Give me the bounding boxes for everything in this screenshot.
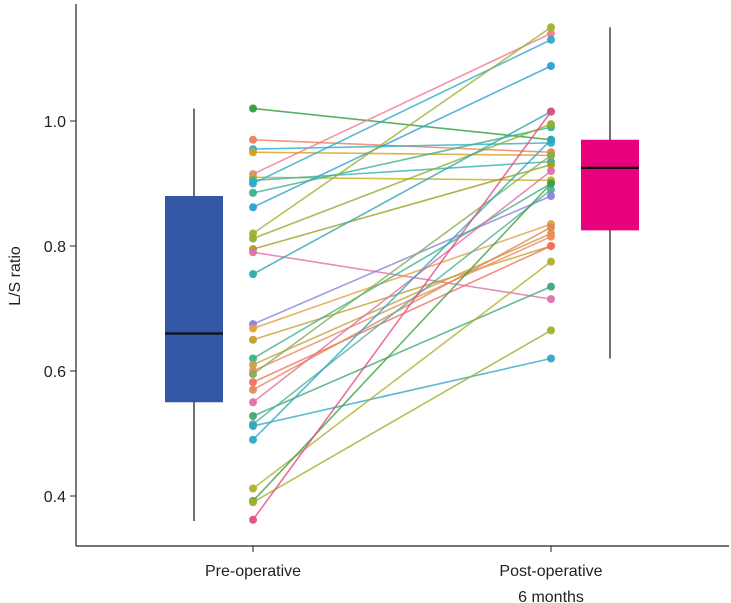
pair-line bbox=[252, 26, 552, 235]
post-point bbox=[547, 107, 555, 116]
pair-line bbox=[252, 110, 552, 275]
y-tick-label: 0.8 bbox=[44, 239, 66, 256]
pair-line bbox=[252, 329, 552, 503]
post-point bbox=[547, 326, 555, 335]
post-point bbox=[547, 151, 555, 160]
pair-line bbox=[252, 139, 552, 441]
pair-line bbox=[252, 123, 552, 240]
pre-point bbox=[249, 148, 257, 157]
post-point bbox=[547, 282, 555, 291]
pre-point bbox=[249, 515, 257, 524]
pre-point bbox=[249, 370, 257, 379]
pair-line bbox=[252, 232, 552, 366]
pair-line bbox=[252, 39, 552, 185]
pre-point bbox=[249, 422, 257, 430]
post-point bbox=[547, 135, 555, 144]
pre-point bbox=[249, 354, 257, 363]
pair-line bbox=[252, 151, 552, 157]
post-point bbox=[547, 23, 555, 32]
pair-line bbox=[252, 195, 552, 325]
box-group bbox=[165, 27, 639, 521]
pair-line bbox=[252, 235, 552, 372]
pre-point bbox=[249, 203, 257, 212]
pair-line bbox=[252, 160, 552, 182]
post-point bbox=[547, 29, 555, 38]
post-point bbox=[547, 295, 555, 304]
y-tick-label: 1.0 bbox=[44, 114, 66, 131]
pre-point bbox=[249, 484, 257, 493]
paired-lines-group bbox=[252, 26, 552, 521]
pre-point bbox=[249, 398, 257, 407]
pre-point bbox=[249, 378, 257, 387]
post-point bbox=[547, 257, 555, 266]
pair-line bbox=[252, 357, 552, 427]
y-ticks-group: 0.4 0.6 0.8 1.0 bbox=[44, 114, 76, 506]
pair-line bbox=[252, 189, 552, 425]
post-point bbox=[547, 185, 555, 194]
pair-line bbox=[252, 142, 552, 150]
pair-line bbox=[252, 154, 552, 375]
post-point bbox=[547, 354, 555, 363]
pair-line bbox=[252, 223, 552, 330]
post-point bbox=[547, 167, 555, 175]
y-axis-label: L/S ratio bbox=[7, 246, 24, 306]
post-point bbox=[547, 62, 555, 70]
pre-point bbox=[249, 324, 257, 333]
post-point bbox=[547, 232, 555, 241]
post-point bbox=[547, 35, 555, 44]
pre-point bbox=[249, 385, 257, 394]
pre-point bbox=[249, 360, 257, 369]
pre-point bbox=[249, 335, 257, 344]
x-category-label: Post-operative bbox=[499, 563, 602, 580]
pre-point bbox=[249, 135, 257, 144]
box-1 bbox=[165, 196, 223, 403]
pair-line bbox=[252, 245, 552, 383]
post-point bbox=[547, 160, 555, 169]
x-ticks-group: Pre-operative Post-operative 6 months bbox=[205, 546, 603, 603]
axes-group bbox=[75, 4, 729, 547]
pair-line bbox=[252, 65, 552, 208]
pair-line bbox=[252, 182, 552, 502]
pair-line bbox=[252, 32, 552, 175]
post-point bbox=[547, 192, 555, 200]
x-category-label: Pre-operative bbox=[205, 563, 301, 580]
post-point bbox=[547, 120, 555, 129]
y-tick-label: 0.4 bbox=[44, 489, 66, 506]
pair-line bbox=[252, 226, 552, 391]
pair-line bbox=[252, 285, 552, 417]
pre-point bbox=[249, 498, 257, 507]
pre-point bbox=[249, 270, 257, 279]
box-2 bbox=[581, 139, 639, 231]
pre-point bbox=[249, 234, 257, 243]
pre-point bbox=[249, 412, 257, 420]
x-category-label: 6 months bbox=[518, 589, 584, 603]
post-point bbox=[547, 242, 555, 250]
points-group bbox=[249, 23, 555, 524]
pre-point bbox=[249, 435, 257, 444]
post-point bbox=[547, 179, 555, 188]
y-tick-label: 0.6 bbox=[44, 364, 66, 381]
pair-line bbox=[252, 245, 552, 341]
pair-line bbox=[252, 107, 552, 141]
pair-line bbox=[252, 170, 552, 403]
pre-point bbox=[249, 179, 257, 188]
pair-line bbox=[252, 111, 552, 521]
pair-line bbox=[252, 182, 552, 360]
pre-point bbox=[249, 248, 257, 257]
pre-point bbox=[249, 188, 257, 197]
post-point bbox=[547, 223, 555, 232]
pre-point bbox=[249, 104, 257, 113]
